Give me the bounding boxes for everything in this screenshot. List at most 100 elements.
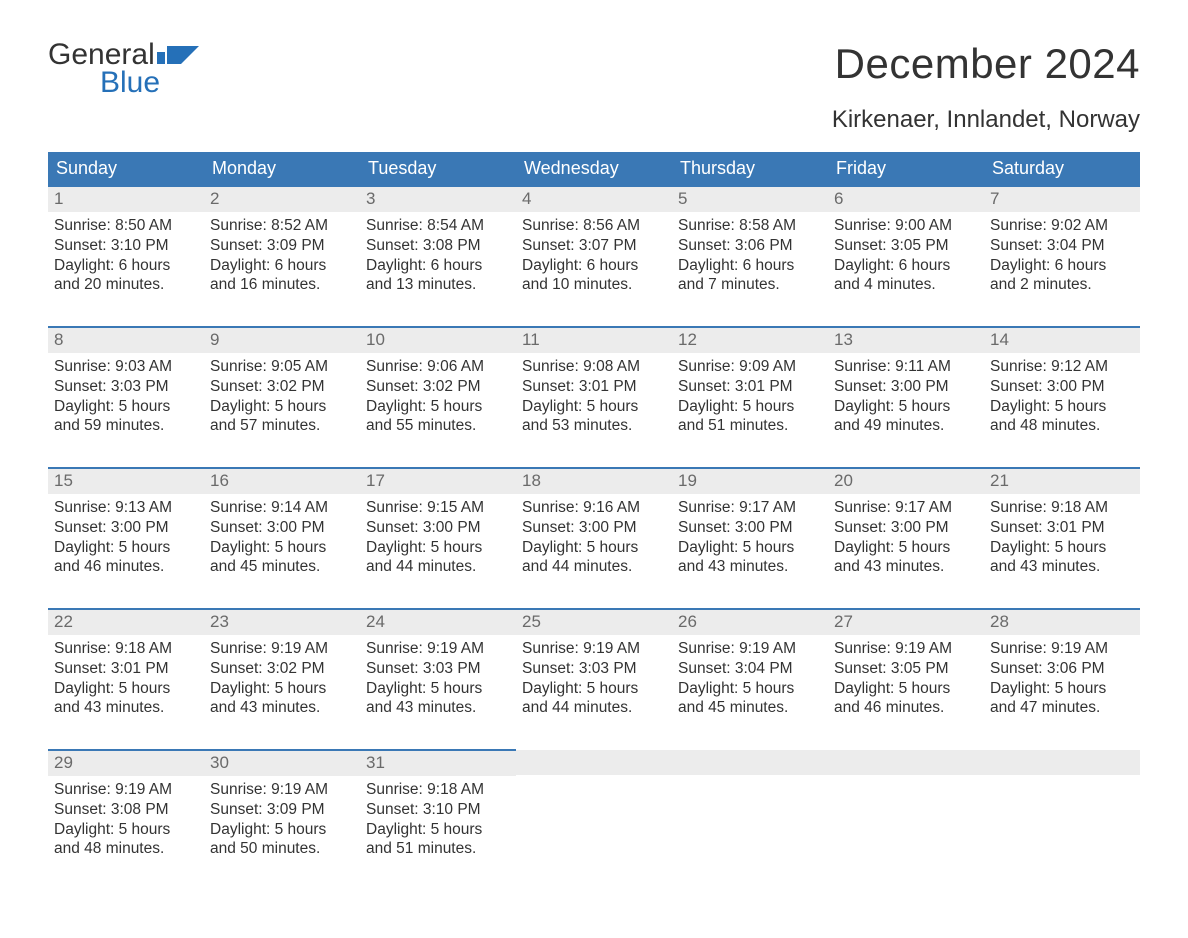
- daylight-line-2: and 43 minutes.: [366, 698, 510, 718]
- sunrise-line: Sunrise: 9:14 AM: [210, 498, 354, 518]
- daylight-line-2: and 59 minutes.: [54, 416, 198, 436]
- daylight-line-2: and 45 minutes.: [678, 698, 822, 718]
- daylight-line-1: Daylight: 5 hours: [522, 538, 666, 558]
- day-number-bar: 25: [516, 610, 672, 635]
- sunrise-line: Sunrise: 9:06 AM: [366, 357, 510, 377]
- sunrise-line: Sunrise: 9:19 AM: [366, 639, 510, 659]
- daylight-line-1: Daylight: 5 hours: [366, 820, 510, 840]
- sunrise-line: Sunrise: 9:15 AM: [366, 498, 510, 518]
- sunrise-line: Sunrise: 9:03 AM: [54, 357, 198, 377]
- sunset-line: Sunset: 3:03 PM: [366, 659, 510, 679]
- day-number: 5: [678, 189, 687, 208]
- day-body: Sunrise: 9:19 AMSunset: 3:04 PMDaylight:…: [672, 635, 828, 749]
- day-number: 12: [678, 330, 697, 349]
- daylight-line-1: Daylight: 5 hours: [990, 679, 1134, 699]
- sunset-line: Sunset: 3:04 PM: [990, 236, 1134, 256]
- sunset-line: Sunset: 3:02 PM: [210, 659, 354, 679]
- day-body: [828, 775, 984, 889]
- day-number-bar: 18: [516, 469, 672, 494]
- sunset-line: Sunset: 3:01 PM: [990, 518, 1134, 538]
- day-cell: [672, 750, 828, 890]
- daylight-line-2: and 48 minutes.: [990, 416, 1134, 436]
- day-number-bar: 7: [984, 187, 1140, 212]
- sunrise-line: Sunrise: 8:50 AM: [54, 216, 198, 236]
- day-body: Sunrise: 9:17 AMSunset: 3:00 PMDaylight:…: [672, 494, 828, 608]
- day-number-bar: 21: [984, 469, 1140, 494]
- daylight-line-1: Daylight: 5 hours: [210, 679, 354, 699]
- day-body: Sunrise: 9:12 AMSunset: 3:00 PMDaylight:…: [984, 353, 1140, 467]
- daylight-line-2: and 44 minutes.: [522, 698, 666, 718]
- day-cell: [828, 750, 984, 890]
- daylight-line-2: and 45 minutes.: [210, 557, 354, 577]
- sunrise-line: Sunrise: 9:18 AM: [990, 498, 1134, 518]
- daylight-line-1: Daylight: 6 hours: [522, 256, 666, 276]
- day-cell: 2Sunrise: 8:52 AMSunset: 3:09 PMDaylight…: [204, 186, 360, 327]
- daylight-line-2: and 20 minutes.: [54, 275, 198, 295]
- sunrise-line: Sunrise: 9:05 AM: [210, 357, 354, 377]
- day-cell: 7Sunrise: 9:02 AMSunset: 3:04 PMDaylight…: [984, 186, 1140, 327]
- day-number-bar: 13: [828, 328, 984, 353]
- sunset-line: Sunset: 3:10 PM: [366, 800, 510, 820]
- day-number-bar: 6: [828, 187, 984, 212]
- sunrise-line: Sunrise: 8:54 AM: [366, 216, 510, 236]
- day-cell: 14Sunrise: 9:12 AMSunset: 3:00 PMDayligh…: [984, 327, 1140, 468]
- sunset-line: Sunset: 3:00 PM: [366, 518, 510, 538]
- daylight-line-2: and 13 minutes.: [366, 275, 510, 295]
- daylight-line-1: Daylight: 6 hours: [834, 256, 978, 276]
- daylight-line-2: and 47 minutes.: [990, 698, 1134, 718]
- sunrise-line: Sunrise: 9:19 AM: [522, 639, 666, 659]
- daylight-line-2: and 16 minutes.: [210, 275, 354, 295]
- day-cell: 28Sunrise: 9:19 AMSunset: 3:06 PMDayligh…: [984, 609, 1140, 750]
- day-number-bar: 12: [672, 328, 828, 353]
- day-cell: 9Sunrise: 9:05 AMSunset: 3:02 PMDaylight…: [204, 327, 360, 468]
- daylight-line-2: and 43 minutes.: [678, 557, 822, 577]
- sunset-line: Sunset: 3:01 PM: [54, 659, 198, 679]
- day-number-bar: 3: [360, 187, 516, 212]
- day-cell: 1Sunrise: 8:50 AMSunset: 3:10 PMDaylight…: [48, 186, 204, 327]
- day-number: 29: [54, 753, 73, 772]
- daylight-line-2: and 57 minutes.: [210, 416, 354, 436]
- daylight-line-2: and 48 minutes.: [54, 839, 198, 859]
- daylight-line-1: Daylight: 5 hours: [522, 397, 666, 417]
- sunrise-line: Sunrise: 9:00 AM: [834, 216, 978, 236]
- sunset-line: Sunset: 3:00 PM: [834, 518, 978, 538]
- day-body: Sunrise: 9:11 AMSunset: 3:00 PMDaylight:…: [828, 353, 984, 467]
- daylight-line-2: and 50 minutes.: [210, 839, 354, 859]
- day-cell: 29 Sunrise: 9:19 AMSunset: 3:08 PMDayligh…: [48, 750, 204, 890]
- sunrise-line: Sunrise: 9:18 AM: [366, 780, 510, 800]
- sunset-line: Sunset: 3:05 PM: [834, 236, 978, 256]
- daylight-line-2: and 46 minutes.: [54, 557, 198, 577]
- flag-icon: [157, 40, 199, 70]
- day-cell: [516, 750, 672, 890]
- day-number-bar: 5: [672, 187, 828, 212]
- day-body: Sunrise: 9:19 AMSunset: 3:08 PMDaylight:…: [48, 776, 204, 890]
- sunset-line: Sunset: 3:00 PM: [678, 518, 822, 538]
- day-cell: 18Sunrise: 9:16 AMSunset: 3:00 PMDayligh…: [516, 468, 672, 609]
- daylight-line-2: and 43 minutes.: [834, 557, 978, 577]
- day-number: 30: [210, 753, 229, 772]
- day-number: 13: [834, 330, 853, 349]
- col-header-sunday: Sunday: [48, 152, 204, 186]
- sunrise-line: Sunrise: 9:16 AM: [522, 498, 666, 518]
- week-row: 1Sunrise: 8:50 AMSunset: 3:10 PMDaylight…: [48, 186, 1140, 327]
- day-number-bar: 31: [360, 751, 516, 776]
- day-number-bar: 29: [48, 751, 204, 776]
- daylight-line-1: Daylight: 5 hours: [834, 679, 978, 699]
- sunrise-line: Sunrise: 9:19 AM: [210, 780, 354, 800]
- daylight-line-2: and 4 minutes.: [834, 275, 978, 295]
- daylight-line-2: and 51 minutes.: [366, 839, 510, 859]
- week-row: 15Sunrise: 9:13 AMSunset: 3:00 PMDayligh…: [48, 468, 1140, 609]
- daylight-line-1: Daylight: 5 hours: [54, 820, 198, 840]
- day-body: [516, 775, 672, 889]
- day-number-bar: 19: [672, 469, 828, 494]
- day-number: 24: [366, 612, 385, 631]
- page-header: General Blue December 2024 Kirkenaer, In…: [48, 40, 1140, 134]
- day-cell: 16Sunrise: 9:14 AMSunset: 3:00 PMDayligh…: [204, 468, 360, 609]
- day-number: 17: [366, 471, 385, 490]
- day-number-bar: [984, 750, 1140, 775]
- day-number: 2: [210, 189, 219, 208]
- daylight-line-1: Daylight: 6 hours: [990, 256, 1134, 276]
- day-cell: 10Sunrise: 9:06 AMSunset: 3:02 PMDayligh…: [360, 327, 516, 468]
- day-number: 9: [210, 330, 219, 349]
- daylight-line-1: Daylight: 5 hours: [990, 538, 1134, 558]
